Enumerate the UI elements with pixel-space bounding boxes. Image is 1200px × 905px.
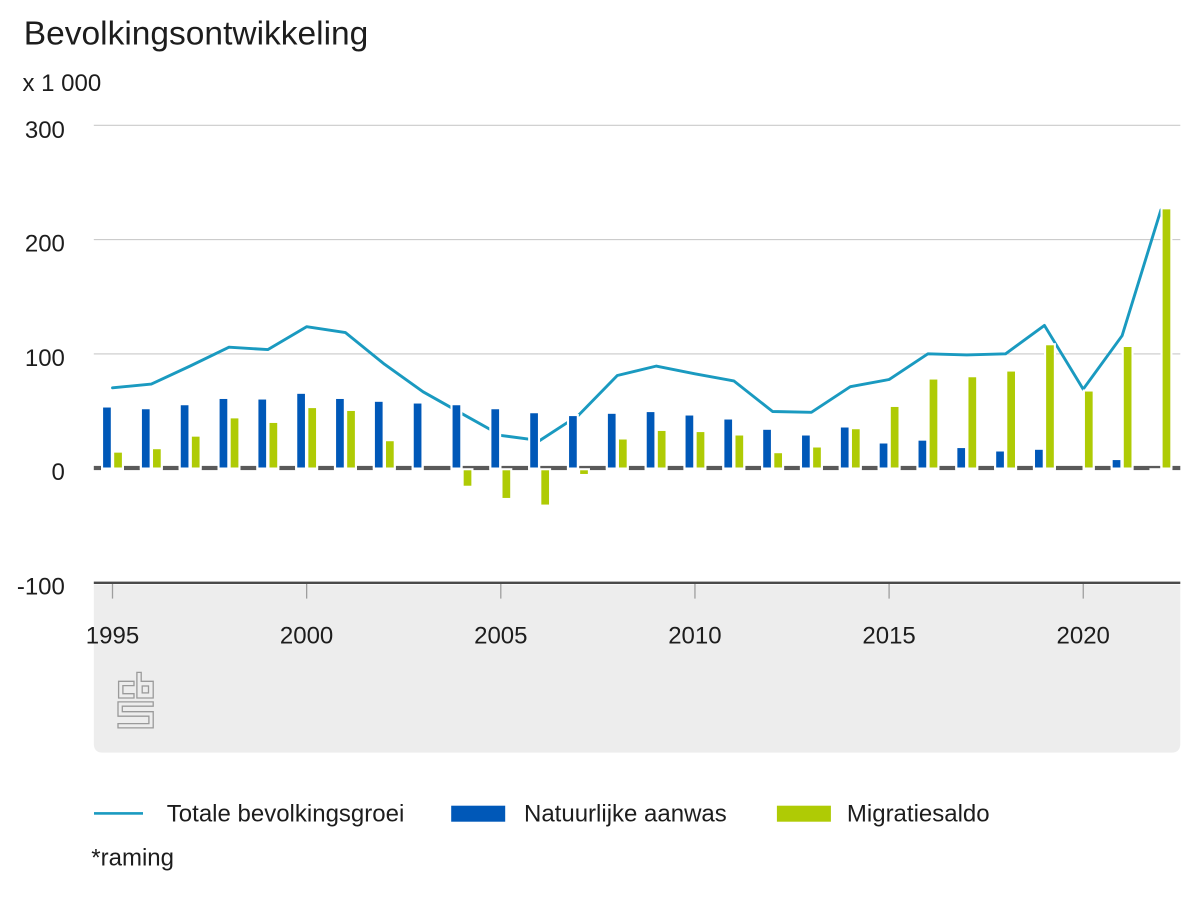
svg-text:2010: 2010: [668, 623, 721, 650]
svg-text:2015: 2015: [862, 623, 915, 650]
svg-text:200: 200: [25, 231, 65, 258]
svg-text:300: 300: [25, 117, 65, 144]
svg-text:Bevolkingsontwikkeling: Bevolkingsontwikkeling: [24, 16, 369, 53]
svg-text:Migratiesaldo: Migratiesaldo: [847, 800, 990, 827]
svg-text:x 1 000: x 1 000: [23, 70, 102, 97]
svg-text:2020: 2020: [1057, 623, 1110, 650]
svg-text:*raming: *raming: [91, 845, 174, 872]
svg-text:100: 100: [25, 345, 65, 372]
svg-text:-100: -100: [17, 573, 65, 600]
svg-text:Natuurlijke aanwas: Natuurlijke aanwas: [524, 800, 727, 827]
svg-text:2000: 2000: [280, 623, 333, 650]
svg-text:2005: 2005: [474, 623, 527, 650]
svg-text:Totale bevolkingsgroei: Totale bevolkingsgroei: [167, 800, 404, 827]
svg-text:1995: 1995: [86, 623, 139, 650]
svg-text:0: 0: [52, 459, 65, 486]
